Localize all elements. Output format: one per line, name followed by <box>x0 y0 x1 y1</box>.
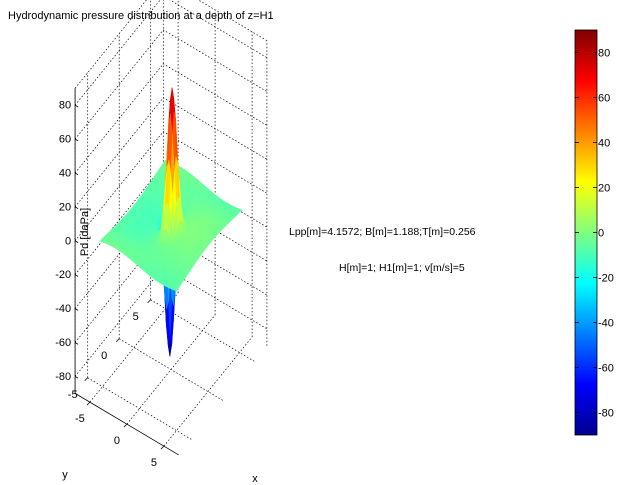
y-tick-mark <box>115 338 120 343</box>
z-tick-mark <box>74 138 79 142</box>
x-tick-mark <box>160 445 165 450</box>
z-axis-label: Pd [daPa] <box>79 208 91 256</box>
x-tick-label: 5 <box>151 457 157 469</box>
x-axis: -5 0 5 x <box>75 401 258 485</box>
z-tick-mark <box>74 104 79 108</box>
z-tick-label: -60 <box>55 337 71 349</box>
annotation-flow-parameters: H[m]=1; H1[m]=1; v[m/s]=5 <box>339 262 465 274</box>
annotation-ship-dimensions: Lpp[m]=4.1572; B[m]=1.188;T[m]=0.256 <box>289 226 476 238</box>
y-axis: 5 0 -5 y <box>62 299 151 481</box>
y-tick-label: 5 <box>133 311 139 323</box>
chart-title: Hydrodynamic pressure distribution at a … <box>8 10 274 22</box>
surface-patch <box>174 287 179 292</box>
x-tick-mark <box>86 401 91 406</box>
y-axis-label: y <box>62 469 68 481</box>
x-axis-label: x <box>252 473 258 485</box>
x-tick-label: 0 <box>114 435 120 447</box>
colorbar-tick-label: 20 <box>598 183 610 195</box>
y-tick-label: -5 <box>68 389 78 401</box>
z-tick-mark <box>74 308 79 311</box>
z-tick-label: -20 <box>55 269 71 281</box>
z-tick-label: -80 <box>55 371 71 383</box>
y-tick-mark <box>147 299 151 304</box>
z-tick-mark <box>74 206 79 210</box>
z-tick-mark <box>74 240 79 243</box>
y-tick-mark <box>84 377 88 382</box>
z-tick-label: 40 <box>59 168 71 180</box>
z-tick-mark <box>74 274 79 277</box>
x-tick-label: -5 <box>75 413 85 425</box>
z-tick-label: 0 <box>65 235 71 247</box>
x-tick-mark <box>123 423 128 428</box>
z-axis: 80 60 40 20 0 -20 -40 -60 -80 Pd [daPa] <box>55 100 91 383</box>
z-tick-label: 20 <box>59 201 71 213</box>
z-tick-label: 80 <box>59 100 71 112</box>
colorbar-tick-label: -40 <box>598 318 614 330</box>
colorbar-tick-label: -20 <box>598 273 614 285</box>
y-tick-label: 0 <box>101 350 107 362</box>
z-tick-label: 60 <box>59 134 71 146</box>
pressure-surface <box>99 87 243 357</box>
colorbar-tick-label: 40 <box>598 138 610 150</box>
colorbar-tick-label: -60 <box>598 363 614 375</box>
z-tick-mark <box>74 172 79 176</box>
z-tick-label: -40 <box>55 303 71 315</box>
colorbar-tick-label: -80 <box>598 408 614 420</box>
z-tick-mark <box>74 376 79 379</box>
colorbar-tick-label: 60 <box>598 93 610 105</box>
colorbar-tick-label: 80 <box>598 48 610 60</box>
z-tick-mark <box>74 342 79 345</box>
colorbar-tick-label: 0 <box>598 228 604 240</box>
colorbar: 80 60 40 20 0 -20 -40 -60 -80 <box>574 29 614 436</box>
